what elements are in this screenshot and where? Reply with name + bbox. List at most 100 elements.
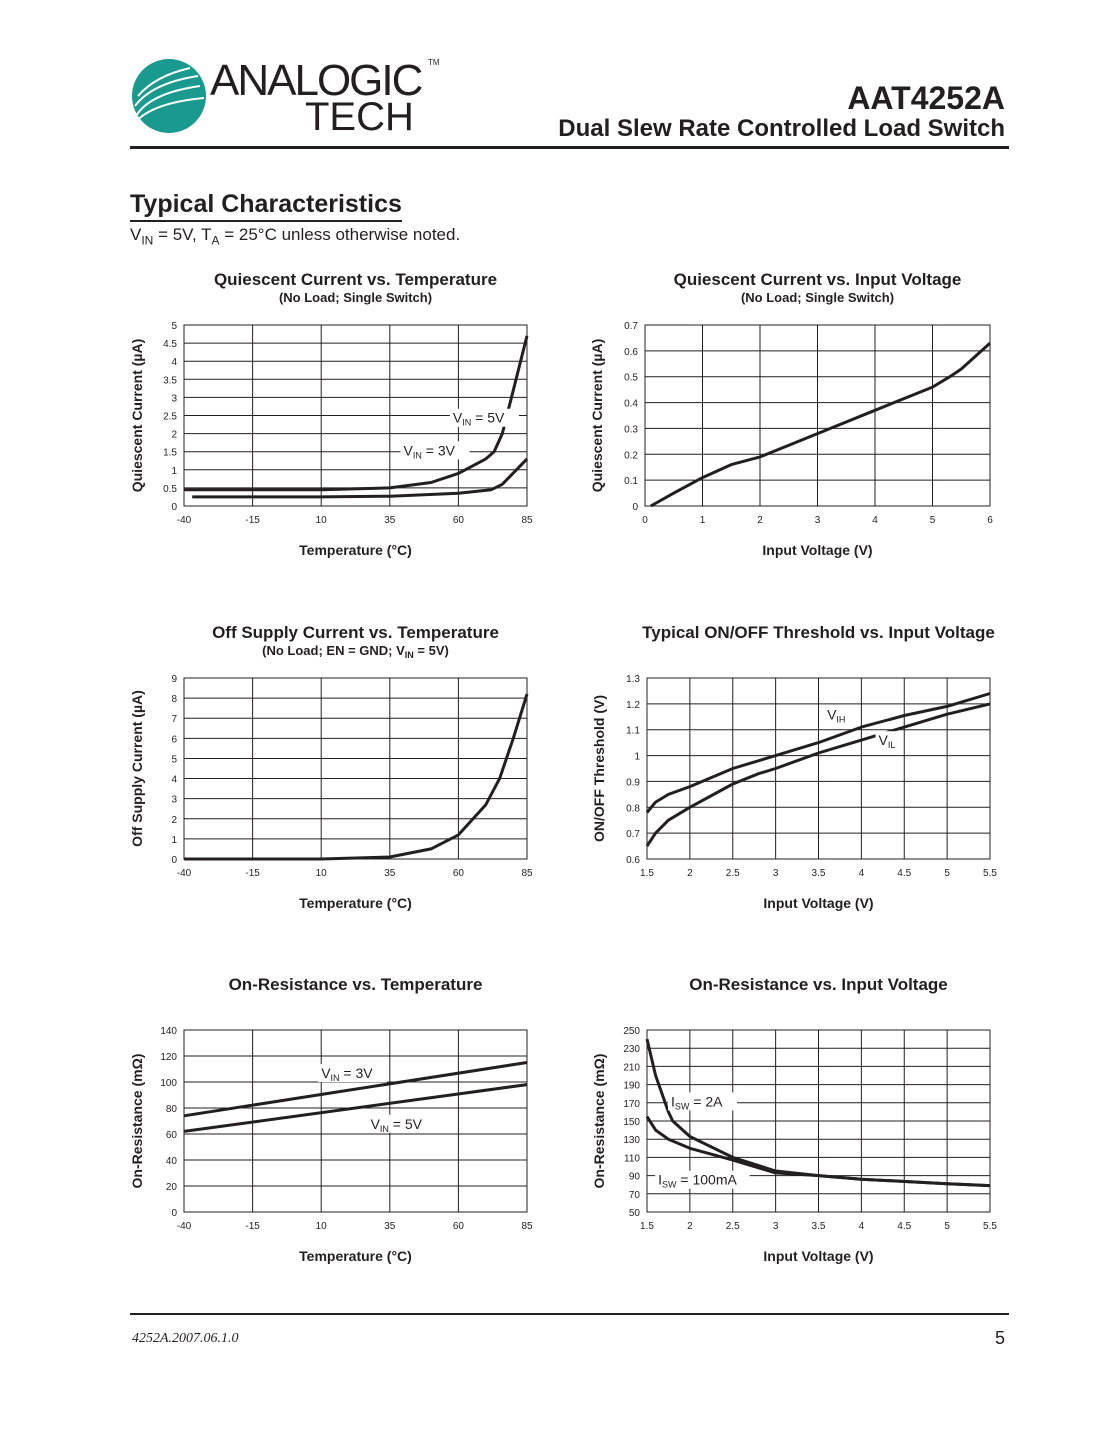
chart-subtitle: (No Load; Single Switch) [741, 290, 894, 305]
y-tick-label: 0 [632, 502, 638, 513]
plot-frame [183, 1029, 528, 1213]
series-annotation: VIN = 5V [453, 410, 505, 428]
x-tick-label: 5.5 [983, 868, 997, 879]
x-tick-label: -15 [245, 1221, 260, 1232]
series-line-2 [183, 1083, 528, 1133]
document-number: 4252A.2007.06.1.0 [132, 1331, 239, 1346]
cond-end: = 25°C unless otherwise noted. [219, 225, 461, 244]
series-annotation: ISW = 100mA [658, 1172, 737, 1190]
annotation-bg [400, 441, 470, 460]
x-tick-label: 60 [453, 1221, 465, 1232]
y-tick-label: 0 [171, 855, 177, 866]
y-tick-label: 110 [624, 1153, 640, 1164]
x-tick-label: 85 [521, 515, 533, 526]
x-tick-label: -15 [245, 515, 260, 526]
cond-sub: A [211, 233, 220, 248]
y-tick-label: 1.5 [163, 448, 177, 459]
x-tick-label: 6 [987, 515, 993, 526]
annotation-rest: = 5V [389, 1116, 423, 1132]
y-tick-label: 120 [160, 1052, 177, 1063]
y-axis-label: ON/OFF Threshold (V) [591, 695, 607, 842]
x-tick-label: 3 [773, 868, 779, 879]
y-tick-label: 8 [171, 694, 177, 705]
x-axis-label: Input Voltage (V) [762, 542, 872, 558]
y-tick-label: 0.7 [624, 321, 638, 332]
y-axis-label: Quiescent Current (µA) [589, 339, 605, 493]
y-axis-label: On-Resistance (mΩ) [591, 1054, 607, 1189]
cond-v: V [130, 225, 142, 244]
y-tick-label: 0.1 [624, 476, 638, 487]
y-tick-label: 3.5 [163, 375, 177, 386]
annotation-main: V [827, 706, 837, 722]
y-tick-label: 3 [171, 393, 177, 404]
series-line-2 [645, 1115, 991, 1188]
y-tick-label: 0.2 [624, 450, 638, 461]
series-line-1 [645, 692, 991, 814]
part-number: AAT4252A [847, 80, 1005, 116]
y-tick-label: 80 [166, 1104, 178, 1115]
cond-mid: = 5V, T [153, 225, 212, 244]
y-axis-label: On-Resistance (mΩ) [129, 1054, 145, 1189]
y-tick-label: 90 [629, 1172, 641, 1183]
header-rule [130, 146, 1009, 149]
x-tick-label: 4 [872, 515, 878, 526]
footer-rule [130, 1313, 1009, 1315]
series-line-1 [183, 1061, 528, 1118]
annotation-bg [668, 1092, 738, 1111]
annotation-sub: IN [380, 1124, 389, 1134]
y-tick-label: 0.6 [626, 855, 640, 866]
y-tick-label: 70 [629, 1190, 641, 1201]
series-annotation: VIN = 3V [321, 1065, 373, 1083]
subtitle-part: (No Load; EN = GND; V [262, 643, 405, 658]
x-tick-label: -40 [177, 515, 192, 526]
y-tick-label: 0.5 [163, 484, 177, 495]
annotation-sub: IH [836, 714, 845, 724]
y-tick-label: 40 [166, 1156, 178, 1167]
trademark: TM [428, 58, 440, 67]
y-tick-label: 4.5 [163, 339, 177, 350]
subtitle-part: = 5V) [414, 643, 449, 658]
y-tick-label: 4 [171, 357, 177, 368]
annotation-sub: IN [462, 418, 471, 428]
x-tick-label: 0 [642, 515, 648, 526]
x-tick-label: 3 [773, 1221, 779, 1232]
annotation-main: I [658, 1172, 662, 1188]
y-tick-label: 20 [166, 1182, 178, 1193]
x-tick-label: 35 [384, 868, 396, 879]
annotation-bg [318, 1064, 388, 1083]
y-tick-label: 0 [171, 1208, 177, 1219]
annotation-bg [367, 1114, 437, 1133]
y-tick-label: 6 [171, 734, 177, 745]
annotation-main: V [879, 732, 889, 748]
y-tick-label: 0.4 [624, 399, 638, 410]
series-line-1 [650, 341, 992, 508]
annotation-sub: SW [662, 1180, 677, 1190]
annotation-main: V [321, 1065, 331, 1081]
test-conditions: VIN = 5V, TA = 25°C unless otherwise not… [130, 225, 460, 247]
x-axis-label: Temperature (°C) [299, 895, 412, 911]
series-annotation: ISW = 2A [671, 1093, 723, 1111]
x-tick-label: 1 [700, 515, 706, 526]
x-tick-label: 85 [521, 868, 533, 879]
x-axis-label: Temperature (°C) [299, 1248, 412, 1264]
x-tick-label: -15 [245, 868, 260, 879]
annotation-main: V [453, 410, 463, 426]
y-tick-label: 0.6 [624, 347, 638, 358]
y-tick-label: 190 [623, 1081, 640, 1092]
annotation-main: I [671, 1093, 675, 1109]
x-tick-label: 3 [815, 515, 821, 526]
x-tick-label: 10 [316, 515, 328, 526]
x-tick-label: 2 [687, 868, 693, 879]
annotation-bg [824, 705, 851, 724]
logo-text: ANALOGIC [210, 56, 423, 105]
annotation-bg [449, 408, 519, 427]
subtitle-sub: IN [405, 650, 414, 660]
x-tick-label: 1.5 [640, 1221, 654, 1232]
series-annotation: VIN = 3V [404, 442, 456, 460]
y-tick-label: 1.3 [626, 674, 640, 685]
x-tick-label: 10 [316, 868, 328, 879]
y-tick-label: 0.8 [626, 803, 640, 814]
y-tick-label: 2 [171, 430, 177, 441]
y-tick-label: 0.9 [626, 777, 640, 788]
